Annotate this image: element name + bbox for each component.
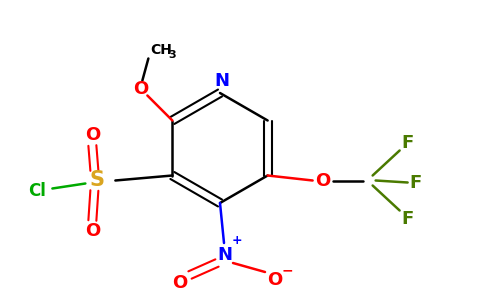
Text: N: N [217,246,232,264]
Text: O: O [85,221,100,239]
Text: O: O [133,80,148,98]
Text: F: F [409,173,422,191]
Text: O: O [315,172,330,190]
Text: S: S [90,170,105,190]
Text: +: + [232,235,242,248]
Text: O: O [172,274,188,292]
Text: −: − [281,263,293,277]
Text: N: N [214,72,229,90]
Text: 3: 3 [168,50,176,61]
Text: Cl: Cl [29,182,46,200]
Text: O: O [267,271,283,289]
Text: CH: CH [151,44,172,58]
Text: O: O [85,127,100,145]
Text: F: F [402,209,414,227]
Text: F: F [402,134,414,152]
